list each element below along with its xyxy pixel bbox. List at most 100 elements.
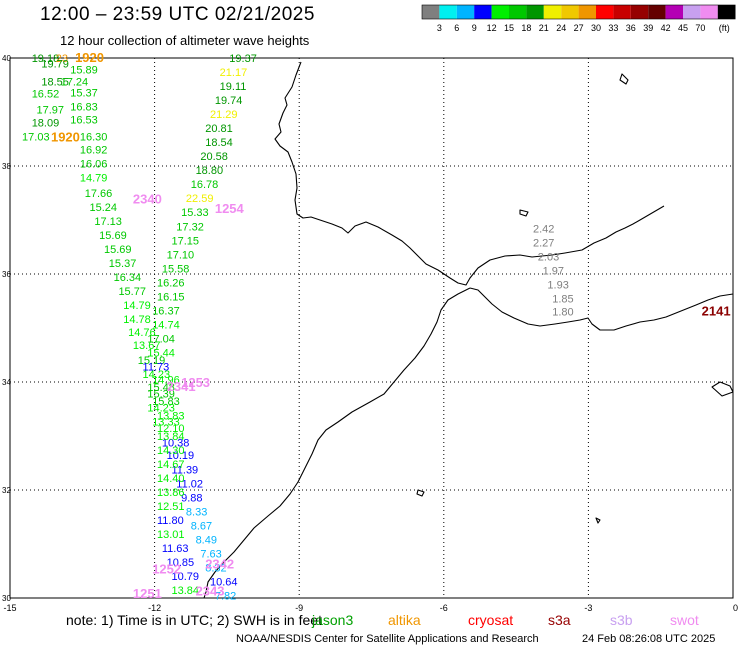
wave-height-label: 8.49 [196, 534, 217, 546]
map-frame [9, 57, 734, 599]
lon-label-3: -6 [440, 603, 448, 613]
wave-height-label: 18.55 [41, 77, 69, 89]
wave-height-label: 14.23 [147, 403, 175, 415]
wave-height-label: 10.85 [167, 557, 195, 569]
wave-height-label: 15.37 [109, 258, 137, 270]
wave-height-label: 16.37 [152, 306, 180, 318]
legend-tick-label: 27 [574, 23, 584, 33]
wave-height-label: 7.82 [215, 591, 236, 603]
lat-label-3: 34 [2, 378, 11, 387]
coastline-island-3 [711, 381, 734, 397]
footer-note: note: 1) Time is in UTC; 2) SWH is in fe… [66, 612, 322, 628]
generated-timestamp: 24 Feb 08:26:08 UTC 2025 [582, 633, 716, 645]
wave-height-label: 15.58 [162, 263, 190, 275]
wave-height-label: 8.67 [191, 520, 212, 532]
legend-tick-label: 9 [472, 23, 477, 33]
wave-height-label: 17.15 [171, 235, 199, 247]
coastline-island-4 [416, 489, 425, 497]
lon-label-2: -9 [295, 603, 303, 613]
wave-height-label: 21.17 [220, 67, 248, 79]
lon-label-1: -12 [148, 603, 161, 613]
pass-time-label: 1252 [152, 562, 181, 577]
lat-label-5: 30 [2, 594, 11, 603]
pass-time-label: 1254 [215, 201, 245, 216]
pass-time-label: 2342 [205, 556, 234, 571]
wave-height-label: 15.33 [181, 207, 209, 219]
legend-tick-label: 33 [608, 23, 618, 33]
wave-height-label: 16.52 [32, 88, 60, 100]
legend-swatch [630, 5, 649, 19]
wave-height-label: 15.77 [118, 286, 146, 298]
wave-height-label: 10.79 [171, 571, 199, 583]
wave-height-label: 13.84 [171, 585, 199, 597]
wave-height-label: 1.80 [552, 307, 573, 319]
legend-tick-label: 3 [437, 23, 442, 33]
wave-height-label: 15.44 [147, 348, 175, 360]
wave-height-label: 13.86 [157, 487, 185, 499]
wave-height-label: 16.26 [157, 277, 185, 289]
legend-swatch [648, 5, 666, 19]
wave-height-label: 17.24 [61, 77, 89, 89]
lon-label-4: -3 [584, 603, 592, 613]
wave-height-label: 19.79 [41, 59, 69, 71]
legend-tick-label: 15 [504, 23, 514, 33]
legend-swatch [456, 5, 475, 19]
legend-tick-label: 12 [487, 23, 497, 33]
legend-tick-label: 24 [556, 23, 566, 33]
legend-swatch [422, 5, 440, 19]
wave-height-label: 13.83 [157, 410, 185, 422]
wave-height-label: 17.04 [147, 334, 175, 346]
coastline-island-1 [519, 209, 529, 217]
wave-height-label: 10.19 [167, 450, 195, 462]
satellite-s3a: s3a [548, 612, 571, 628]
wave-height-label: 16.34 [114, 272, 142, 284]
legend-tick-label: 18 [521, 23, 531, 33]
map-grid [10, 58, 733, 598]
wave-height-label: 20.58 [200, 151, 228, 163]
wave-height-label: 17.66 [85, 188, 113, 200]
wave-height-label: 14.30 [157, 445, 185, 457]
wave-height-label: 1.85 [552, 294, 573, 306]
pass-time-label: 2341 [167, 379, 196, 394]
wave-height-label: 23 [56, 53, 68, 65]
lat-label-0: 40 [2, 54, 11, 63]
wave-height-label: 15.39 [147, 389, 175, 401]
wave-height-label: 1.93 [547, 280, 568, 292]
pass-time-label: 2141 [702, 304, 731, 319]
pass-time-label: 1920 [51, 130, 80, 145]
satellite-swot: swot [670, 612, 699, 628]
coastline-island-2 [619, 73, 629, 85]
wave-height-label: 14.79 [123, 300, 151, 312]
wave-height-label: 16.92 [80, 145, 108, 157]
legend-swatch [509, 5, 527, 19]
credit-line: NOAA/NESDIS Center for Satellite Applica… [236, 633, 539, 645]
wave-height-label: 11.39 [171, 464, 198, 476]
wave-height-label: 15.48 [147, 382, 175, 394]
legend-tick-label: 42 [661, 23, 671, 33]
legend-tick-label: 21 [539, 23, 549, 33]
satellite-jason3: jason3 [312, 612, 354, 628]
wave-height-label: 14.40 [157, 473, 185, 485]
wave-height-label: 14.67 [157, 459, 185, 471]
wave-height-label: 14.76 [128, 327, 156, 339]
wave-height-label: 2.03 [538, 252, 559, 264]
legend-swatch [578, 5, 596, 19]
wave-height-label: 14.74 [152, 320, 180, 332]
wave-height-label: 13.84 [157, 431, 185, 443]
wave-height-label: 9.88 [181, 492, 202, 504]
wave-height-label: 18.80 [196, 165, 224, 177]
wave-height-label: 11.02 [176, 478, 203, 490]
wave-height-label: 16.53 [70, 114, 98, 126]
legend-swatch [613, 5, 631, 19]
coastline [203, 61, 734, 599]
legend-tick-label: 6 [454, 23, 459, 33]
legend-swatch [665, 5, 683, 19]
legend-swatch [700, 5, 718, 19]
legend-tick-label: 30 [591, 23, 601, 33]
wave-height-label: 14.23 [143, 369, 171, 381]
coastline-island-5 [595, 517, 601, 524]
lon-label-0: -15 [3, 603, 16, 613]
wave-height-label: 15.19 [138, 355, 166, 367]
legend-swatch [526, 5, 544, 19]
